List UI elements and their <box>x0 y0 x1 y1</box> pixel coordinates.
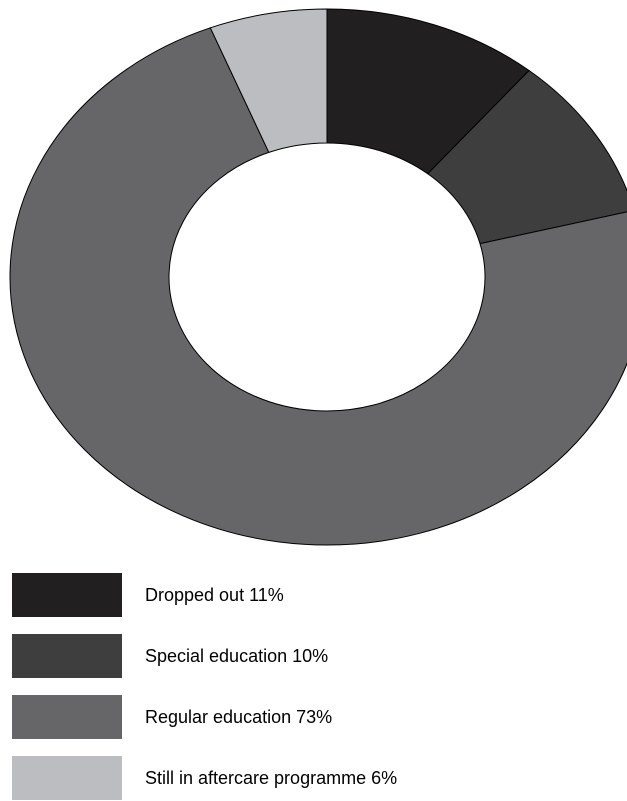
donut-slice-regular-education <box>9 27 627 546</box>
donut-slice-still-in-aftercare-programme <box>209 8 328 154</box>
legend: Dropped out 11% Special education 10% Regu… <box>12 573 397 800</box>
legend-swatch-special-education <box>12 634 122 678</box>
legend-swatch-still-in-aftercare-programme <box>12 756 122 800</box>
legend-label-regular-education: Regular education 73% <box>145 707 332 727</box>
donut-slice-special-education <box>426 69 627 245</box>
donut-slices <box>9 8 627 546</box>
legend-label-special-education: Special education 10% <box>145 646 328 666</box>
legend-label-dropped-out: Dropped out 11% <box>145 585 284 605</box>
legend-label-still-in-aftercare-programme: Still in aftercare programme 6% <box>145 768 397 788</box>
legend-swatch-regular-education <box>12 695 122 739</box>
legend-swatch-dropped-out <box>12 573 122 617</box>
